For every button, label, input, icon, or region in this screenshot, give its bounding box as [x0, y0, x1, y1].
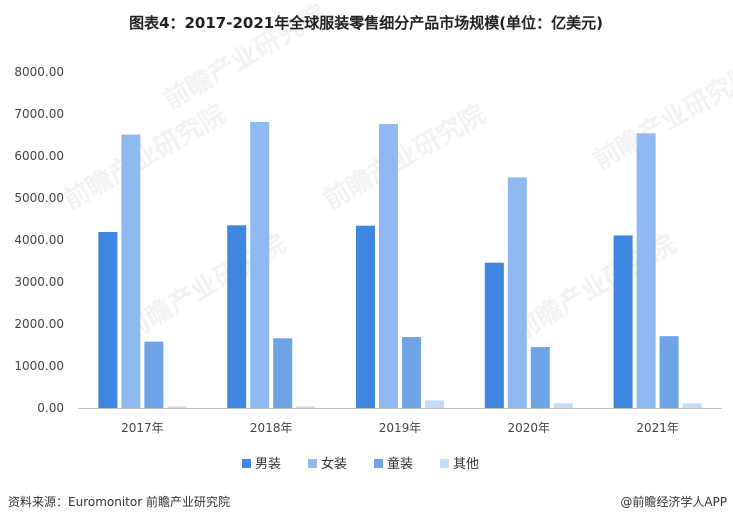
- y-tick-label: 1000.00: [14, 359, 64, 373]
- bar-其他-2020年: [553, 403, 573, 408]
- x-tick-label: 2020年: [508, 421, 551, 435]
- legend: 男装 女装 童装 其他: [242, 456, 479, 472]
- legend-swatch: [374, 459, 383, 468]
- bar-男装-2020年: [484, 262, 504, 408]
- legend-swatch: [308, 459, 317, 468]
- bar-童装-2020年: [530, 347, 550, 408]
- x-tick-label: 2017年: [121, 421, 164, 435]
- chart-title: 图表4：2017-2021年全球服装零售细分产品市场规模(单位：亿美元): [129, 14, 603, 32]
- legend-swatch: [440, 459, 449, 468]
- y-tick-label: 5000.00: [14, 191, 64, 205]
- watermark-text: 前瞻产业研究院: [318, 98, 491, 216]
- bar-其他-2021年: [682, 403, 702, 408]
- bar-男装-2019年: [356, 225, 375, 408]
- bar-男装-2018年: [227, 225, 247, 408]
- brand-note: @前瞻经济学人APP: [620, 494, 727, 509]
- watermark-text: 前瞻产业研究院: [58, 98, 231, 216]
- bar-童装-2019年: [402, 337, 421, 408]
- legend-label: 童装: [387, 456, 413, 472]
- bar-其他-2017年: [167, 406, 187, 408]
- plot-area: 0.00 1000.00 2000.00 3000.00 4000.00 5000.00 6…: [14, 65, 722, 435]
- y-tick-label: 0.00: [37, 401, 64, 415]
- y-tick-label: 3000.00: [14, 275, 64, 289]
- y-tick-label: 8000.00: [14, 65, 64, 79]
- legend-swatch: [242, 459, 251, 468]
- bar-其他-2018年: [296, 406, 316, 408]
- bar-其他-2019年: [425, 400, 444, 408]
- legend-label: 男装: [255, 457, 281, 472]
- y-tick-label: 4000.00: [14, 233, 64, 247]
- bar-童装-2018年: [273, 338, 293, 408]
- x-tick-label: 2021年: [636, 421, 679, 435]
- y-tick-label: 2000.00: [14, 317, 64, 331]
- bar-男装-2017年: [98, 232, 118, 408]
- y-tick-label: 7000.00: [14, 107, 64, 121]
- bar-女装-2020年: [507, 177, 527, 408]
- legend-label: 女装: [321, 456, 347, 472]
- legend-label: 其他: [453, 457, 479, 472]
- x-tick-label: 2018年: [250, 421, 293, 435]
- bar-女装-2019年: [379, 124, 398, 408]
- bar-女装-2017年: [121, 134, 141, 408]
- bar-童装-2021年: [659, 336, 679, 408]
- bar-女装-2021年: [636, 133, 656, 408]
- y-tick-label: 6000.00: [14, 149, 64, 163]
- bar-童装-2017年: [144, 341, 164, 408]
- source-note: 资料来源：Euromonitor 前瞻产业研究院: [8, 494, 230, 509]
- x-tick-label: 2019年: [379, 421, 422, 435]
- bar-男装-2021年: [613, 235, 633, 408]
- watermark-text: 前瞻产业研究院: [588, 58, 733, 176]
- bar-女装-2018年: [250, 121, 270, 408]
